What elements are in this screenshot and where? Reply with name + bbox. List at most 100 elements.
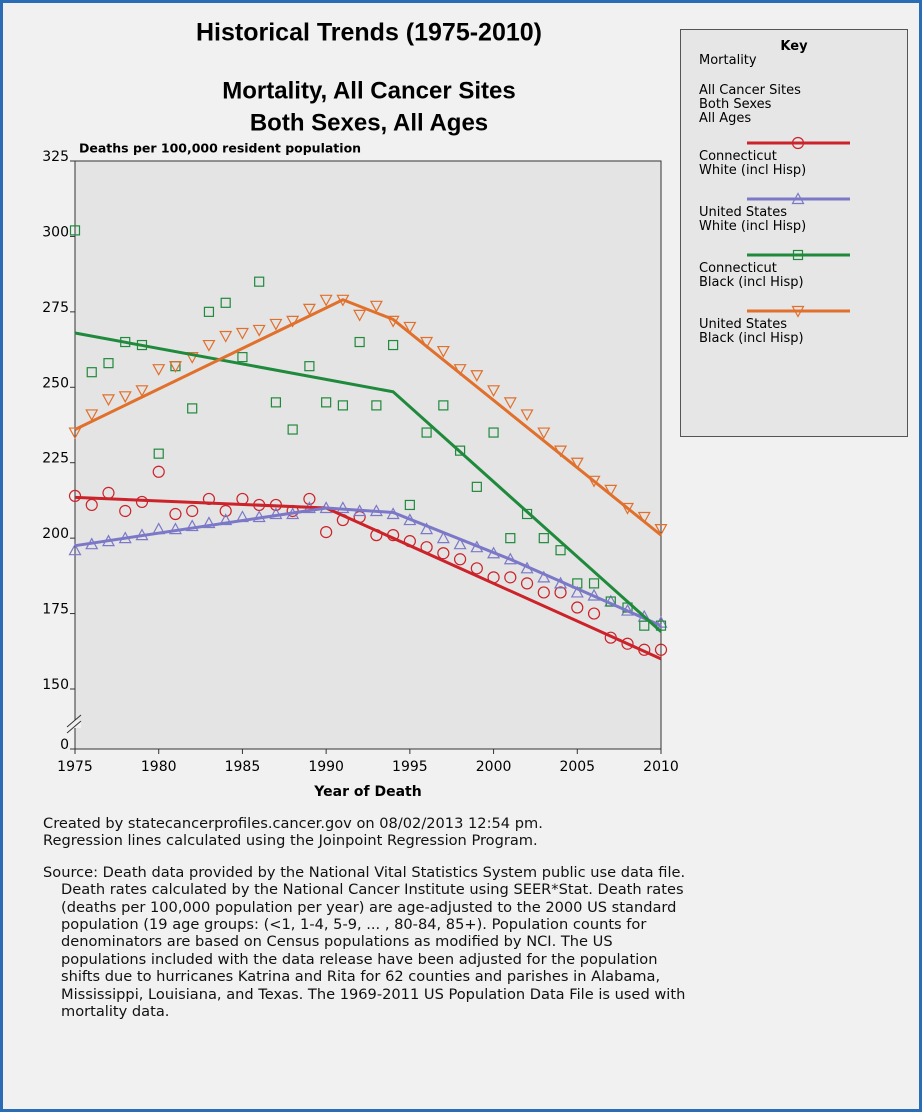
data-point [587, 475, 601, 488]
y-tick-label: 300 [42, 224, 69, 240]
data-point [254, 276, 265, 287]
data-point [453, 553, 467, 566]
data-point [639, 620, 650, 631]
y-axis-label: Deaths per 100,000 resident population [79, 141, 361, 156]
data-point [235, 327, 249, 340]
y-tick-label: 225 [42, 451, 69, 467]
data-point [168, 522, 182, 535]
legend-swatch [747, 305, 850, 318]
data-point [504, 571, 517, 584]
chart-subtitle: Mortality, All Cancer Sites [222, 77, 515, 104]
regression-line [74, 506, 662, 628]
legend-item: Connecticut Black (incl Hisp) [681, 248, 907, 290]
data-point [270, 397, 282, 408]
data-point [220, 297, 231, 308]
data-point [101, 394, 116, 407]
legend-swatch [747, 136, 850, 150]
x-tick-label: 2000 [476, 759, 512, 775]
marker [792, 249, 804, 261]
x-tick-label: 2005 [559, 759, 595, 775]
data-point [471, 481, 482, 492]
data-point [505, 533, 516, 544]
chart: Historical Trends (1975-2010) Mortality,… [42, 19, 679, 800]
axis-break [66, 720, 82, 734]
y-tick-label: 200 [42, 526, 69, 542]
data-point [269, 507, 283, 520]
x-axis-label: Year of Death [313, 784, 421, 800]
marker [791, 305, 805, 318]
x-tick-label: 1990 [308, 759, 344, 775]
data-point [319, 294, 333, 307]
legend-label: Connecticut Black (incl Hisp) [699, 261, 804, 290]
regression-line [74, 331, 663, 633]
x-tick-label: 1975 [57, 759, 93, 775]
data-point [488, 427, 499, 438]
marker [791, 136, 805, 150]
data-point [86, 367, 97, 378]
x-tick-label: 1995 [392, 759, 428, 775]
data-point [571, 601, 584, 614]
data-point [554, 586, 567, 599]
x-tick-label: 1980 [141, 759, 177, 775]
data-point [252, 324, 266, 337]
legend-title: Key [780, 39, 808, 54]
data-point [570, 585, 584, 598]
data-point [304, 361, 315, 372]
data-point [354, 336, 365, 348]
data-point [437, 547, 450, 560]
data-point [537, 570, 551, 583]
data-point [604, 484, 618, 497]
data-point [654, 643, 668, 656]
data-point [353, 309, 367, 322]
notes: Created by statecancerprofiles.cancer.go… [43, 815, 693, 1034]
data-point [520, 409, 534, 422]
data-point [403, 321, 417, 334]
data-point [537, 427, 551, 440]
data-point [654, 523, 668, 536]
data-point [85, 409, 99, 422]
x-tick-label: 1985 [225, 759, 261, 775]
data-point [503, 397, 517, 410]
y-tick-label: 175 [42, 602, 69, 618]
regression-line [74, 298, 662, 537]
data-point [436, 345, 450, 358]
data-point [454, 445, 466, 456]
data-point [621, 637, 634, 650]
marker [791, 192, 805, 205]
chart-title: Historical Trends (1975-2010) [196, 19, 542, 47]
legend-label: United States White (incl Hisp) [699, 205, 807, 234]
data-point [371, 400, 382, 411]
data-point [68, 489, 82, 503]
legend: Key Mortality All Cancer Sites Both Sexe… [680, 29, 908, 437]
legend-note: All Cancer Sites Both Sexes All Ages [699, 83, 801, 126]
data-point [69, 225, 81, 236]
data-point [588, 578, 600, 589]
data-point [185, 519, 199, 532]
data-point [219, 504, 232, 518]
data-point [103, 358, 114, 369]
x-tick-label: 2010 [643, 759, 679, 775]
legend-item: United States White (incl Hisp) [681, 192, 907, 234]
data-point [436, 531, 450, 544]
source-note: Source: Death data provided by the Natio… [43, 863, 686, 1021]
data-point [153, 448, 164, 459]
chart-subtitle: Both Sexes, All Ages [250, 109, 488, 136]
axis-break-gap [67, 720, 81, 728]
data-point [119, 504, 132, 518]
legend-swatch [747, 249, 850, 261]
data-point [438, 400, 449, 411]
data-point [203, 306, 215, 317]
data-point [404, 499, 415, 511]
data-point [219, 330, 233, 343]
data-point [388, 339, 399, 351]
data-point [470, 562, 483, 575]
y-tick-label: 275 [42, 300, 69, 316]
data-point [337, 400, 348, 411]
y-tick-label: 250 [42, 375, 69, 391]
y-tick-label: 325 [42, 149, 69, 165]
legend-note: Mortality [699, 53, 757, 68]
data-point [152, 465, 165, 478]
data-point [654, 615, 668, 628]
data-point [303, 492, 316, 506]
